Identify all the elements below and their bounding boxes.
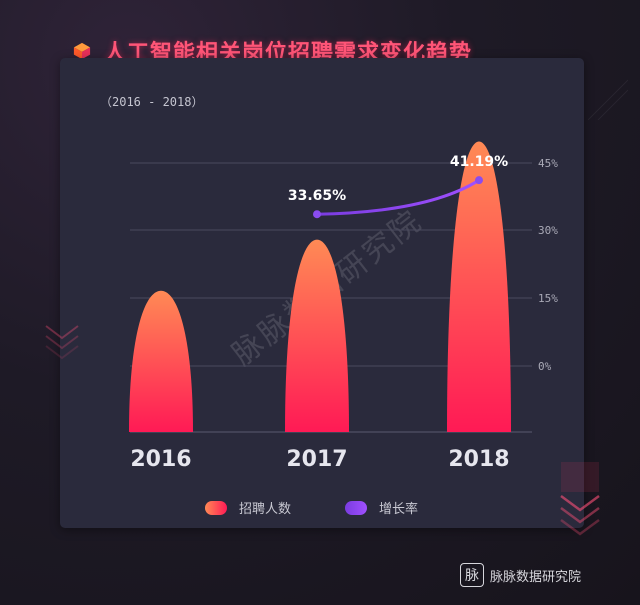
bar-2016 bbox=[129, 290, 193, 432]
bar-2018 bbox=[447, 141, 511, 433]
data-label: 41.19% bbox=[450, 154, 508, 170]
chart-card: （2016 - 2018） 脉脉数据研究院 0%15%30%45%2016201… bbox=[60, 58, 584, 528]
x-tick-label: 2016 bbox=[130, 447, 191, 472]
footer-brand: 脉 脉脉数据研究院 bbox=[460, 563, 581, 587]
x-tick-label: 2018 bbox=[448, 447, 509, 472]
decorative-chevrons-left bbox=[44, 322, 80, 366]
decorative-chevrons-right bbox=[557, 462, 603, 542]
legend-swatch-bars bbox=[205, 500, 227, 515]
legend-label-line: 增长率 bbox=[379, 502, 419, 517]
bar-2017 bbox=[285, 239, 349, 432]
right-axis-tick-label: 45% bbox=[538, 157, 558, 170]
right-axis-tick-label: 0% bbox=[538, 360, 552, 373]
legend-label-bars: 招聘人数 bbox=[239, 502, 292, 517]
right-axis-tick-label: 15% bbox=[538, 292, 558, 305]
legend-swatch-line bbox=[345, 500, 367, 515]
data-label: 33.65% bbox=[288, 188, 346, 204]
chart-legend: 招聘人数 增长率 bbox=[60, 498, 584, 518]
brand-logo-icon: 脉 bbox=[460, 563, 484, 587]
line-point bbox=[313, 210, 321, 219]
x-tick-label: 2017 bbox=[286, 447, 347, 472]
brand-name: 脉脉数据研究院 bbox=[490, 569, 582, 585]
growth-rate-line bbox=[315, 178, 481, 216]
cube-icon bbox=[73, 42, 91, 60]
chart-subtitle: （2016 - 2018） bbox=[100, 95, 204, 109]
legend-item-line: 增长率 bbox=[345, 498, 418, 517]
chart-svg: 0% 15% 30% 45% 2016 2017 2018 33.65% 41.19% bbox=[129, 141, 558, 472]
right-axis-tick-label: 30% bbox=[538, 224, 558, 237]
decorative-lines bbox=[587, 60, 629, 124]
legend-item-bars: 招聘人数 bbox=[205, 498, 291, 517]
line-point bbox=[475, 176, 483, 185]
